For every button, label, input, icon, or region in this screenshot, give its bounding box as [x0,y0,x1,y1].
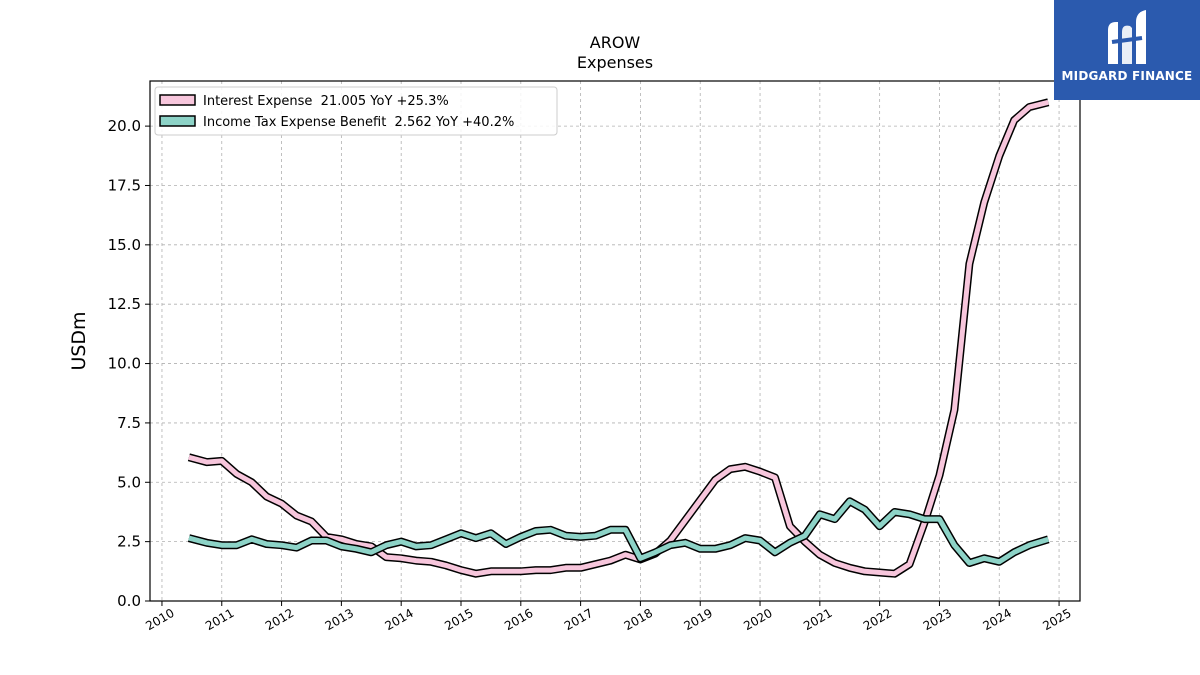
y-tick-label: 0.0 [117,592,141,610]
chart-title: AROW [590,33,641,52]
chart-subtitle: Expenses [577,53,653,72]
legend-box [154,86,558,136]
legend-entry-income-tax-expense: Income Tax Expense Benefit 2.562 YoY +40… [159,115,514,130]
x-tick-label: 2019 [681,606,714,633]
series-lines [187,98,1050,578]
y-tick-label: 17.5 [108,176,141,194]
y-tick-label: 7.5 [117,414,141,432]
legend-label-interest-expense: Interest Expense 21.005 YoY +25.3% [203,94,449,109]
y-tick-label: 20.0 [108,117,141,135]
x-tick-label: 2020 [741,606,774,633]
x-tick-label: 2010 [143,606,176,633]
y-tick-label: 15.0 [108,236,141,254]
series-line-0 [188,99,1049,577]
series-1 [187,497,1050,567]
y-tick-label: 5.0 [117,473,141,491]
x-tick-label: 2013 [323,606,356,633]
y-tick-label: 12.5 [108,295,141,313]
y-tick-label: 2.5 [117,533,141,551]
series-outline-0 [187,98,1050,578]
x-tick-label: 2017 [562,606,595,633]
series-line-1 [188,498,1050,566]
x-tick-label: 2016 [502,606,535,633]
x-tick-label: 2011 [203,606,236,633]
axes: 0.0 2.5 5.0 7.5 10.0 12.5 15.0 17.5 20.0 2010 2011… [108,117,1074,633]
brand-logo: MIDGARD FINANCE [1054,0,1200,100]
x-tick-label: 2015 [442,606,475,633]
legend-label-income-tax-expense: Income Tax Expense Benefit 2.562 YoY +40… [203,115,514,130]
x-tick-label: 2018 [622,606,655,633]
x-tick-label: 2023 [921,606,954,633]
legend-swatch-interest-expense [159,94,196,106]
brand-name: MIDGARD FINANCE [1061,69,1193,83]
x-tick-label: 2021 [801,606,834,633]
x-tick-label: 2024 [981,606,1014,633]
legend-entry-interest-expense: Interest Expense 21.005 YoY +25.3% [159,94,449,109]
x-tick-label: 2014 [382,606,415,633]
y-tick-label: 10.0 [108,355,141,373]
grid [150,81,1080,602]
x-tick-label: 2012 [263,606,296,633]
legend-swatch-income-tax-expense [159,115,196,127]
x-tick-label: 2025 [1040,606,1073,633]
midgard-logo-icon [1108,10,1146,65]
series-0 [187,98,1050,578]
plot-area [149,80,1081,602]
y-axis-label: USDm [68,311,90,370]
legend: Interest Expense 21.005 YoY +25.3% Incom… [154,86,558,136]
x-tick-label: 2022 [861,606,894,633]
